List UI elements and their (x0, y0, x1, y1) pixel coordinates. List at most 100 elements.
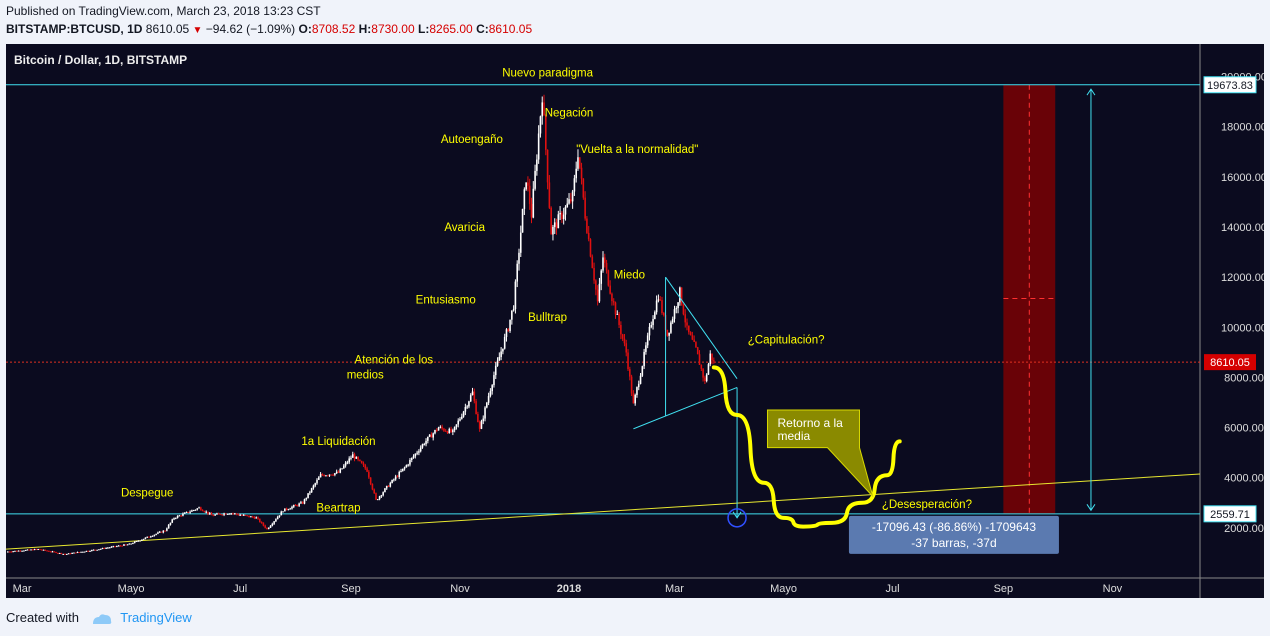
candle-body (32, 549, 34, 551)
candle-body (62, 553, 64, 555)
candle-body (616, 313, 619, 315)
candle-body (212, 515, 215, 517)
y-tick-label: 2000.00 (1224, 523, 1264, 535)
candle-body (629, 369, 631, 377)
y-tick-label: 10000.00 (1221, 322, 1264, 334)
candle-body (15, 550, 18, 552)
candle-body (253, 517, 256, 519)
symbol-name[interactable]: BITSTAMP:BTCUSD, 1D (6, 22, 143, 36)
candle-body (82, 551, 84, 553)
candle-body (421, 444, 424, 448)
candle-body (561, 212, 563, 220)
candle-body (366, 468, 368, 472)
price-chart[interactable]: 2000.00 4000.00 6000.00 8000.00 10000.00 1200… (6, 44, 1264, 598)
candle-body (452, 430, 454, 433)
candle-body (502, 348, 504, 352)
candle-body (573, 178, 576, 192)
candle-body (210, 513, 213, 516)
candle-body (357, 456, 359, 460)
candle-body (259, 518, 261, 523)
candle-body (687, 325, 690, 333)
chart-annotation: Beartrap (316, 503, 360, 515)
candle-body (536, 159, 538, 171)
candle-body (387, 485, 390, 487)
close-value: 8610.05 (488, 22, 533, 36)
chart-background (6, 44, 1264, 598)
candle-body (414, 453, 417, 457)
chart-annotation: "Vuelta a la normalidad" (576, 144, 698, 156)
candle-body (51, 551, 54, 553)
candle-body (505, 329, 508, 337)
x-tick-label: Mayo (118, 583, 145, 595)
candle-body (705, 374, 708, 382)
candle-body (103, 548, 106, 550)
candle-body (627, 352, 629, 370)
x-tick-label: 2018 (557, 583, 581, 595)
candle-body (71, 552, 73, 554)
candle-body (17, 550, 20, 552)
candle-body (543, 102, 545, 116)
candle-body (566, 203, 569, 207)
candle-body (132, 543, 134, 545)
candle-body (21, 550, 23, 552)
candle-body (475, 401, 477, 415)
candle-body (582, 178, 585, 198)
chart-annotation: medios (347, 370, 384, 382)
candle-body (267, 527, 270, 529)
candle-body (339, 468, 342, 473)
candle-body (207, 511, 209, 514)
candle-body (353, 454, 356, 459)
candle-body (655, 300, 658, 313)
candle-body (410, 457, 413, 460)
candle-body (707, 364, 710, 375)
candle-body (671, 318, 674, 323)
candle-body (630, 376, 633, 394)
lower-level-line-tag (1203, 505, 1257, 523)
tradingview-brand[interactable]: TradingView (120, 610, 192, 625)
candle-body (650, 325, 653, 327)
candle-body (298, 503, 300, 506)
candle-body (57, 552, 59, 554)
candle-body (153, 534, 156, 536)
candle-body (101, 548, 104, 550)
candle-body (446, 431, 449, 434)
candle-body (262, 522, 265, 526)
candle-body (67, 553, 70, 555)
candle-body (148, 536, 150, 538)
candle-body (646, 335, 649, 346)
candle-body (376, 499, 379, 501)
candle-body (194, 509, 197, 511)
candle-body (157, 532, 159, 534)
candle-body (523, 189, 526, 209)
candle-body (552, 226, 554, 235)
candle-body (680, 287, 683, 305)
chart-area[interactable]: 2000.00 4000.00 6000.00 8000.00 10000.00 1200… (6, 44, 1264, 598)
candle-body (695, 342, 697, 348)
candle-body (700, 364, 703, 369)
candle-body (271, 523, 274, 526)
open-label: O: (298, 22, 312, 36)
candle-body (139, 540, 141, 542)
candle-body (30, 549, 32, 551)
candle-body (511, 310, 513, 320)
candle-body (241, 514, 243, 516)
candle-body (443, 428, 445, 431)
candle-body (369, 477, 372, 484)
candle-body (289, 508, 292, 510)
candle-body (360, 460, 363, 464)
candle-body (162, 530, 165, 533)
candle-body (176, 515, 179, 518)
candle-body (586, 218, 588, 233)
tradingview-logo-icon (92, 613, 111, 624)
candle-body (389, 483, 392, 487)
open-value: 8708.52 (311, 22, 356, 36)
candle-body (250, 516, 252, 518)
measure-result-line1: -17096.43 (-86.86%) -1709643 (872, 520, 1036, 534)
chart-annotation: Miedo (614, 269, 645, 281)
candle-body (230, 513, 233, 515)
candle-body (99, 548, 102, 550)
candle-body (325, 475, 327, 477)
candle-body (337, 471, 340, 473)
candle-body (128, 543, 131, 545)
chart-annotation: Despegue (121, 488, 173, 500)
